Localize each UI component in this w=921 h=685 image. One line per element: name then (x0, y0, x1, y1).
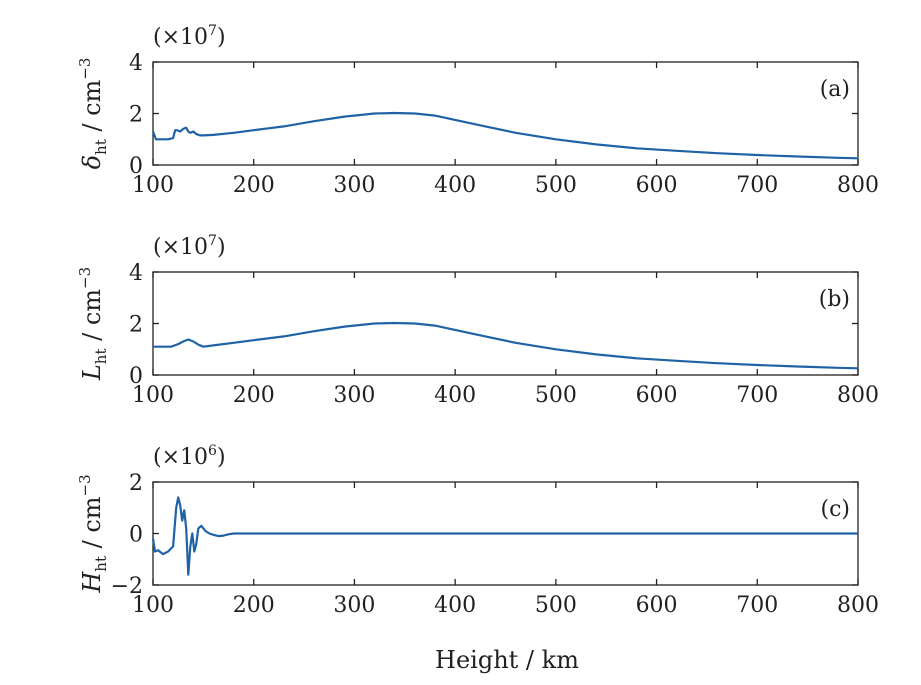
x-tick-label: 600 (636, 593, 678, 618)
y-tick-label: 2 (129, 103, 143, 128)
y-tick-label: −2 (111, 574, 143, 599)
series-line (151, 496, 858, 576)
x-tick-label: 200 (233, 173, 275, 198)
panel-tag: (a) (820, 77, 850, 102)
series-line (153, 321, 859, 370)
x-tick-label: 700 (736, 593, 778, 618)
x-tick-label: 200 (233, 593, 275, 618)
plot-frame (152, 61, 859, 166)
x-tick-label: 200 (233, 383, 275, 408)
x-tick-label: 700 (736, 173, 778, 198)
x-tick-label: 100 (132, 173, 174, 198)
x-tick-label: 500 (535, 173, 577, 198)
panel-tag: (b) (819, 287, 850, 312)
y-axis-label: δht / cm−3 (76, 58, 110, 170)
x-tick-label: 400 (434, 593, 476, 618)
x-tick-label: 300 (333, 593, 375, 618)
panel-tag: (c) (821, 497, 851, 522)
x-tick-label: 100 (132, 593, 174, 618)
x-tick-label: 300 (333, 383, 375, 408)
x-tick-label: 800 (837, 173, 879, 198)
x-tick-label: 100 (132, 383, 174, 408)
plot-frame (152, 271, 859, 376)
x-tick-label: 400 (434, 173, 476, 198)
y-tick-label: 2 (129, 313, 143, 338)
x-tick-label: 500 (535, 593, 577, 618)
series-line (151, 111, 859, 160)
y-multiplier: (×107) (153, 233, 226, 260)
x-tick-label: 800 (837, 383, 879, 408)
panel-c: 100 200 300 400 500 600 700 800 −2 0 2 (×106) Hht / … (76, 443, 879, 618)
x-axis-label: Height / km (435, 646, 579, 674)
y-multiplier: (×106) (153, 443, 226, 470)
y-tick-label: 0 (129, 154, 143, 179)
x-tick-label: 700 (736, 383, 778, 408)
panel-a: 100 200 300 400 500 600 700 800 0 2 4 (×107) δht / c… (76, 23, 879, 198)
y-tick-label: 0 (129, 364, 143, 389)
y-axis-label: Lht / cm−3 (76, 267, 110, 381)
x-tick-label: 600 (636, 173, 678, 198)
y-tick-label: 0 (129, 523, 143, 548)
x-tick-label: 500 (535, 383, 577, 408)
x-tick-label: 600 (636, 383, 678, 408)
panel-b: 100 200 300 400 500 600 700 800 0 2 4 (×107) Lht / c… (76, 233, 879, 408)
x-tick-label: 400 (434, 383, 476, 408)
y-tick-label: 2 (129, 471, 143, 496)
y-tick-label: 4 (129, 261, 143, 286)
y-multiplier: (×107) (153, 23, 226, 50)
x-tick-label: 300 (333, 173, 375, 198)
y-tick-label: 4 (129, 51, 143, 76)
y-axis-label: Hht / cm−3 (76, 474, 110, 593)
x-tick-label: 800 (837, 593, 879, 618)
